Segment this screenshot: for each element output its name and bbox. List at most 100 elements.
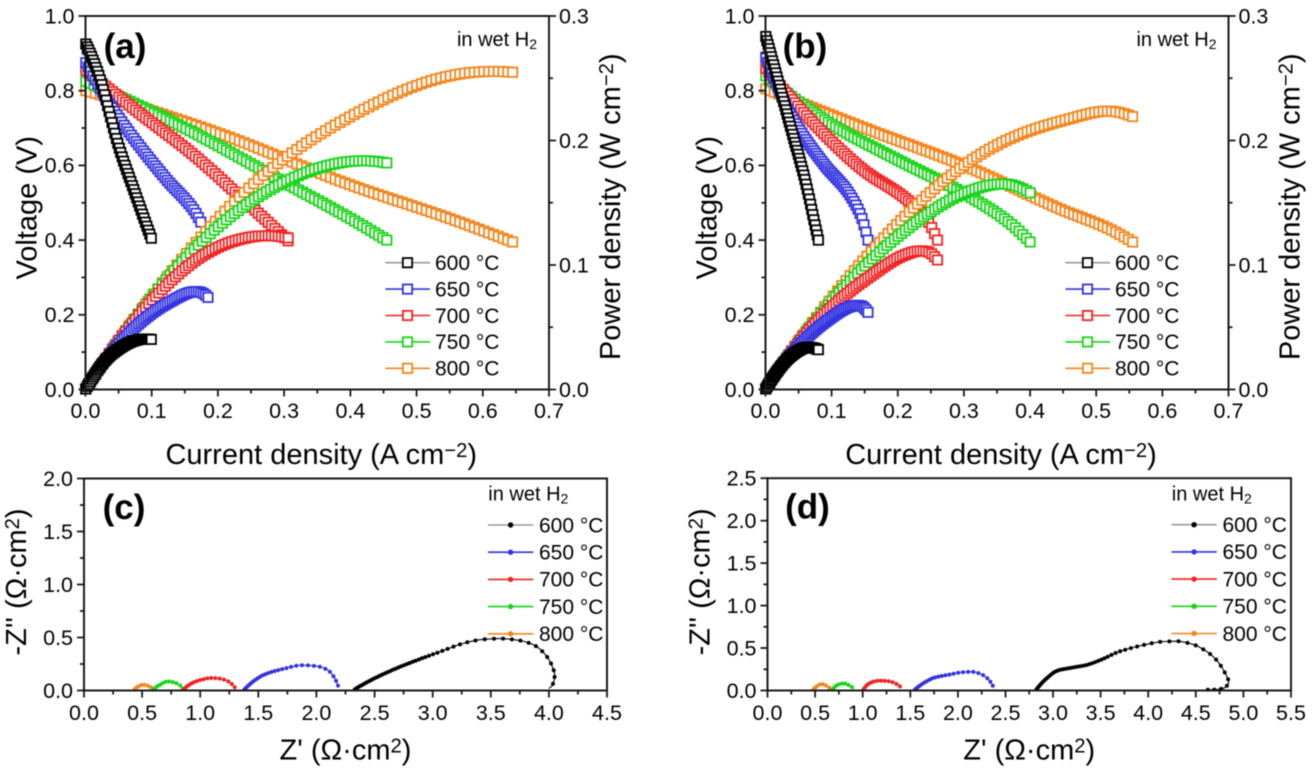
svg-text:0.0: 0.0 <box>753 701 783 725</box>
svg-text:800 °C: 800 °C <box>435 358 499 381</box>
svg-text:4.5: 4.5 <box>592 701 622 725</box>
svg-text:0.0: 0.0 <box>1239 378 1269 402</box>
svg-text:4.5: 4.5 <box>1181 701 1211 725</box>
svg-text:(b): (b) <box>783 27 828 66</box>
svg-text:5.0: 5.0 <box>1228 701 1258 725</box>
svg-text:0.6: 0.6 <box>45 154 75 178</box>
svg-text:0.1: 0.1 <box>1239 253 1269 277</box>
svg-text:5.5: 5.5 <box>1276 701 1306 725</box>
svg-text:750 °C: 750 °C <box>539 596 603 619</box>
svg-text:-Z'' (Ω·cm2): -Z'' (Ω·cm2) <box>685 508 717 655</box>
svg-text:in wet H2: in wet H2 <box>457 29 537 52</box>
svg-text:700 °C: 700 °C <box>435 305 499 328</box>
svg-text:3.5: 3.5 <box>476 701 506 725</box>
svg-text:2.5: 2.5 <box>991 701 1021 725</box>
svg-text:0.4: 0.4 <box>335 399 365 423</box>
svg-text:650 °C: 650 °C <box>435 278 499 301</box>
svg-text:0.2: 0.2 <box>1239 129 1269 153</box>
svg-text:0.0: 0.0 <box>727 679 757 703</box>
svg-text:600 °C: 600 °C <box>1115 252 1179 275</box>
svg-text:0.6: 0.6 <box>725 154 755 178</box>
svg-text:1.5: 1.5 <box>727 551 757 575</box>
svg-text:in wet H2: in wet H2 <box>488 484 568 507</box>
svg-text:0.2: 0.2 <box>203 399 233 423</box>
svg-text:700 °C: 700 °C <box>1223 568 1287 591</box>
svg-text:0.4: 0.4 <box>45 228 75 252</box>
svg-text:3.5: 3.5 <box>1086 701 1116 725</box>
svg-text:650 °C: 650 °C <box>1223 541 1287 564</box>
svg-text:0.3: 0.3 <box>269 399 299 423</box>
svg-text:1.5: 1.5 <box>43 520 73 544</box>
svg-text:-Z'' (Ω·cm2): -Z'' (Ω·cm2) <box>1 508 33 655</box>
svg-text:800 °C: 800 °C <box>1223 623 1287 646</box>
svg-text:1.0: 1.0 <box>727 594 757 618</box>
svg-text:2.5: 2.5 <box>727 467 757 491</box>
svg-text:0.0: 0.0 <box>43 679 73 703</box>
svg-text:600 °C: 600 °C <box>539 514 603 537</box>
svg-text:0.5: 0.5 <box>727 636 757 660</box>
svg-text:Current density (A cm−2): Current density (A cm−2) <box>845 439 1157 471</box>
svg-text:2.5: 2.5 <box>360 701 390 725</box>
svg-text:Voltage (V): Voltage (V) <box>12 136 44 279</box>
svg-text:(c): (c) <box>103 488 146 527</box>
svg-text:0.5: 0.5 <box>1081 399 1111 423</box>
svg-text:0.2: 0.2 <box>45 303 75 327</box>
svg-text:in wet H2: in wet H2 <box>1172 483 1252 506</box>
svg-text:1.0: 1.0 <box>848 701 878 725</box>
svg-text:0.1: 0.1 <box>817 399 847 423</box>
svg-text:2.0: 2.0 <box>43 467 73 491</box>
svg-text:0.2: 0.2 <box>883 399 913 423</box>
svg-text:750 °C: 750 °C <box>435 331 499 354</box>
svg-text:0.0: 0.0 <box>559 378 589 402</box>
svg-text:1.5: 1.5 <box>895 701 925 725</box>
svg-text:Z' (Ω·cm2): Z' (Ω·cm2) <box>963 735 1095 767</box>
svg-text:1.0: 1.0 <box>185 701 215 725</box>
svg-text:4.0: 4.0 <box>534 701 564 725</box>
svg-text:(a): (a) <box>104 27 147 66</box>
svg-text:1.0: 1.0 <box>43 573 73 597</box>
svg-text:2.0: 2.0 <box>727 509 757 533</box>
svg-text:0.1: 0.1 <box>559 253 589 277</box>
svg-text:3.0: 3.0 <box>418 701 448 725</box>
svg-text:0.3: 0.3 <box>1239 4 1269 28</box>
svg-text:600 °C: 600 °C <box>1223 514 1287 537</box>
svg-text:650 °C: 650 °C <box>539 542 603 565</box>
svg-text:0.2: 0.2 <box>725 303 755 327</box>
svg-text:0.0: 0.0 <box>69 701 99 725</box>
svg-text:(d): (d) <box>785 488 830 527</box>
svg-text:0.3: 0.3 <box>559 4 589 28</box>
svg-text:600 °C: 600 °C <box>435 252 499 275</box>
svg-text:0.2: 0.2 <box>559 129 589 153</box>
svg-text:2.0: 2.0 <box>301 701 331 725</box>
svg-text:Power density (W cm−2): Power density (W cm−2) <box>595 53 627 360</box>
svg-text:750 °C: 750 °C <box>1223 596 1287 619</box>
svg-text:2.0: 2.0 <box>943 701 973 725</box>
svg-text:1.0: 1.0 <box>725 4 755 28</box>
svg-text:0.1: 0.1 <box>137 399 167 423</box>
svg-text:0.6: 0.6 <box>1147 399 1177 423</box>
svg-text:1.5: 1.5 <box>243 701 273 725</box>
svg-text:0.4: 0.4 <box>1015 399 1045 423</box>
svg-text:0.5: 0.5 <box>43 626 73 650</box>
svg-text:650 °C: 650 °C <box>1115 278 1179 301</box>
svg-text:Power density (W cm−2): Power density (W cm−2) <box>1275 53 1307 360</box>
svg-text:0.0: 0.0 <box>45 378 75 402</box>
svg-text:Voltage (V): Voltage (V) <box>692 136 724 279</box>
svg-text:0.6: 0.6 <box>468 399 498 423</box>
svg-text:4.0: 4.0 <box>1133 701 1163 725</box>
svg-text:Current density (A cm−2): Current density (A cm−2) <box>165 439 477 471</box>
svg-text:1.0: 1.0 <box>45 4 75 28</box>
svg-text:0.8: 0.8 <box>725 79 755 103</box>
svg-text:0.0: 0.0 <box>751 399 781 423</box>
svg-text:700 °C: 700 °C <box>539 569 603 592</box>
svg-text:3.0: 3.0 <box>1038 701 1068 725</box>
svg-text:700 °C: 700 °C <box>1115 305 1179 328</box>
svg-text:0.7: 0.7 <box>534 399 564 423</box>
svg-text:0.8: 0.8 <box>45 79 75 103</box>
svg-text:0.4: 0.4 <box>725 228 755 252</box>
svg-text:in wet H2: in wet H2 <box>1136 29 1216 52</box>
svg-text:0.0: 0.0 <box>725 378 755 402</box>
svg-text:800 °C: 800 °C <box>1115 358 1179 381</box>
svg-text:Z' (Ω·cm2): Z' (Ω·cm2) <box>280 735 412 767</box>
svg-text:0.7: 0.7 <box>1214 399 1244 423</box>
